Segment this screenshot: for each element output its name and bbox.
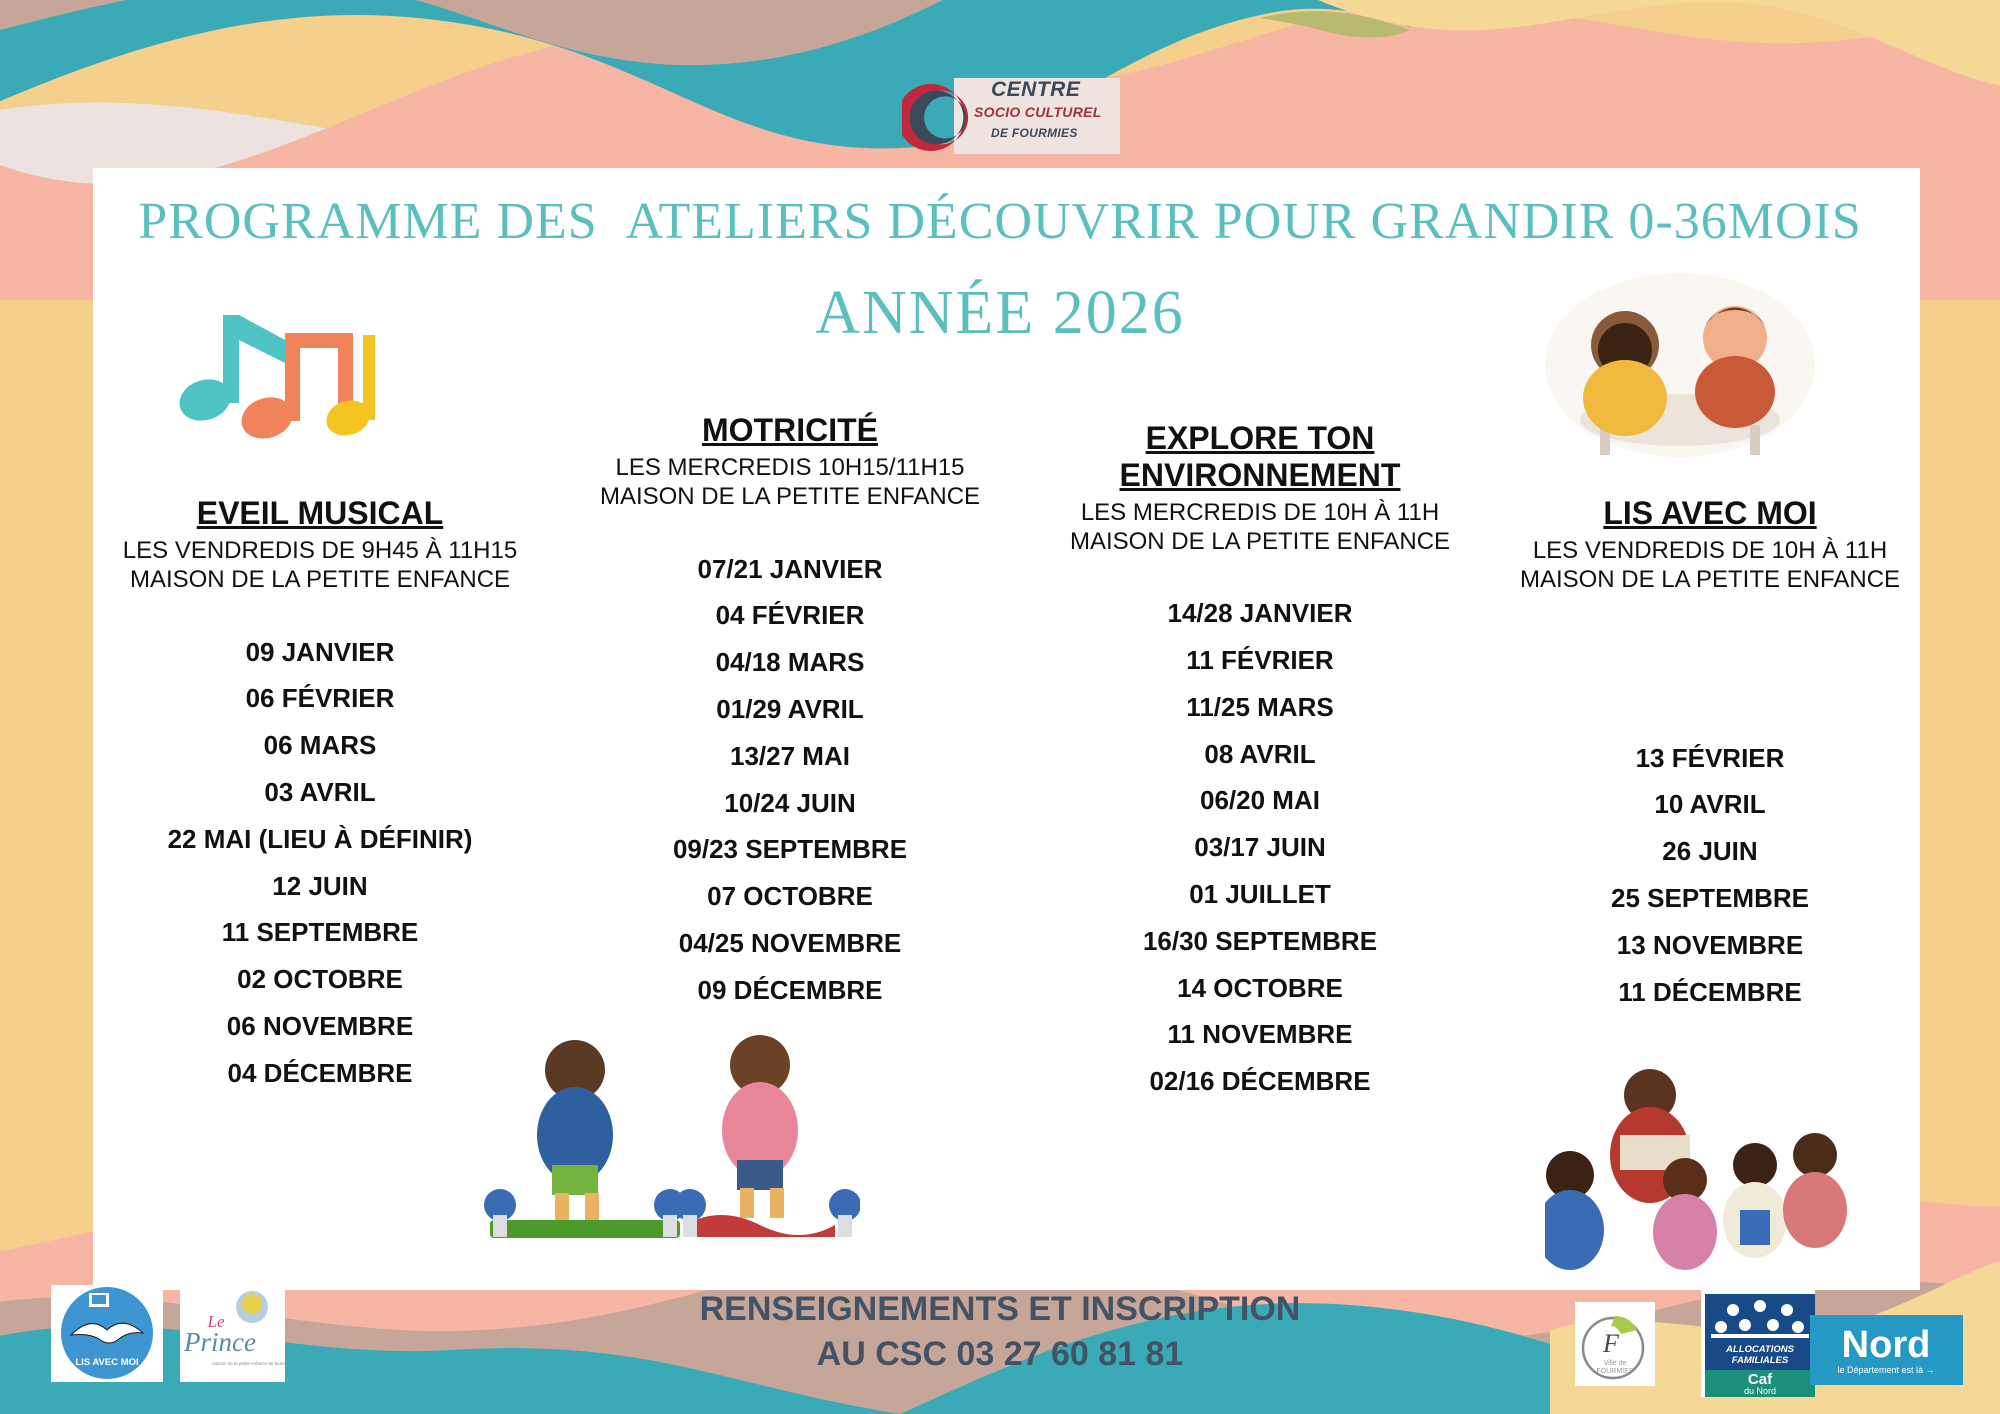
svg-text:Nord: Nord [1842, 1324, 1931, 1366]
svg-text:le Département est là →: le Département est là → [1837, 1365, 1934, 1375]
svg-text:FAMILIALES: FAMILIALES [1732, 1355, 1789, 1366]
svg-text:FOURMIES: FOURMIES [1597, 1368, 1634, 1375]
svg-text:Ville de: Ville de [1604, 1360, 1627, 1367]
svg-text:LIS AVEC MOI: LIS AVEC MOI [75, 1357, 138, 1368]
svg-text:maison de la petite enfance de: maison de la petite enfance de fourmies [212, 1361, 285, 1366]
svg-text:ALLOCATIONS: ALLOCATIONS [1725, 1344, 1795, 1355]
svg-text:F: F [1602, 1329, 1620, 1358]
svg-text:Prince: Prince [183, 1327, 256, 1357]
svg-text:du Nord: du Nord [1744, 1386, 1776, 1396]
